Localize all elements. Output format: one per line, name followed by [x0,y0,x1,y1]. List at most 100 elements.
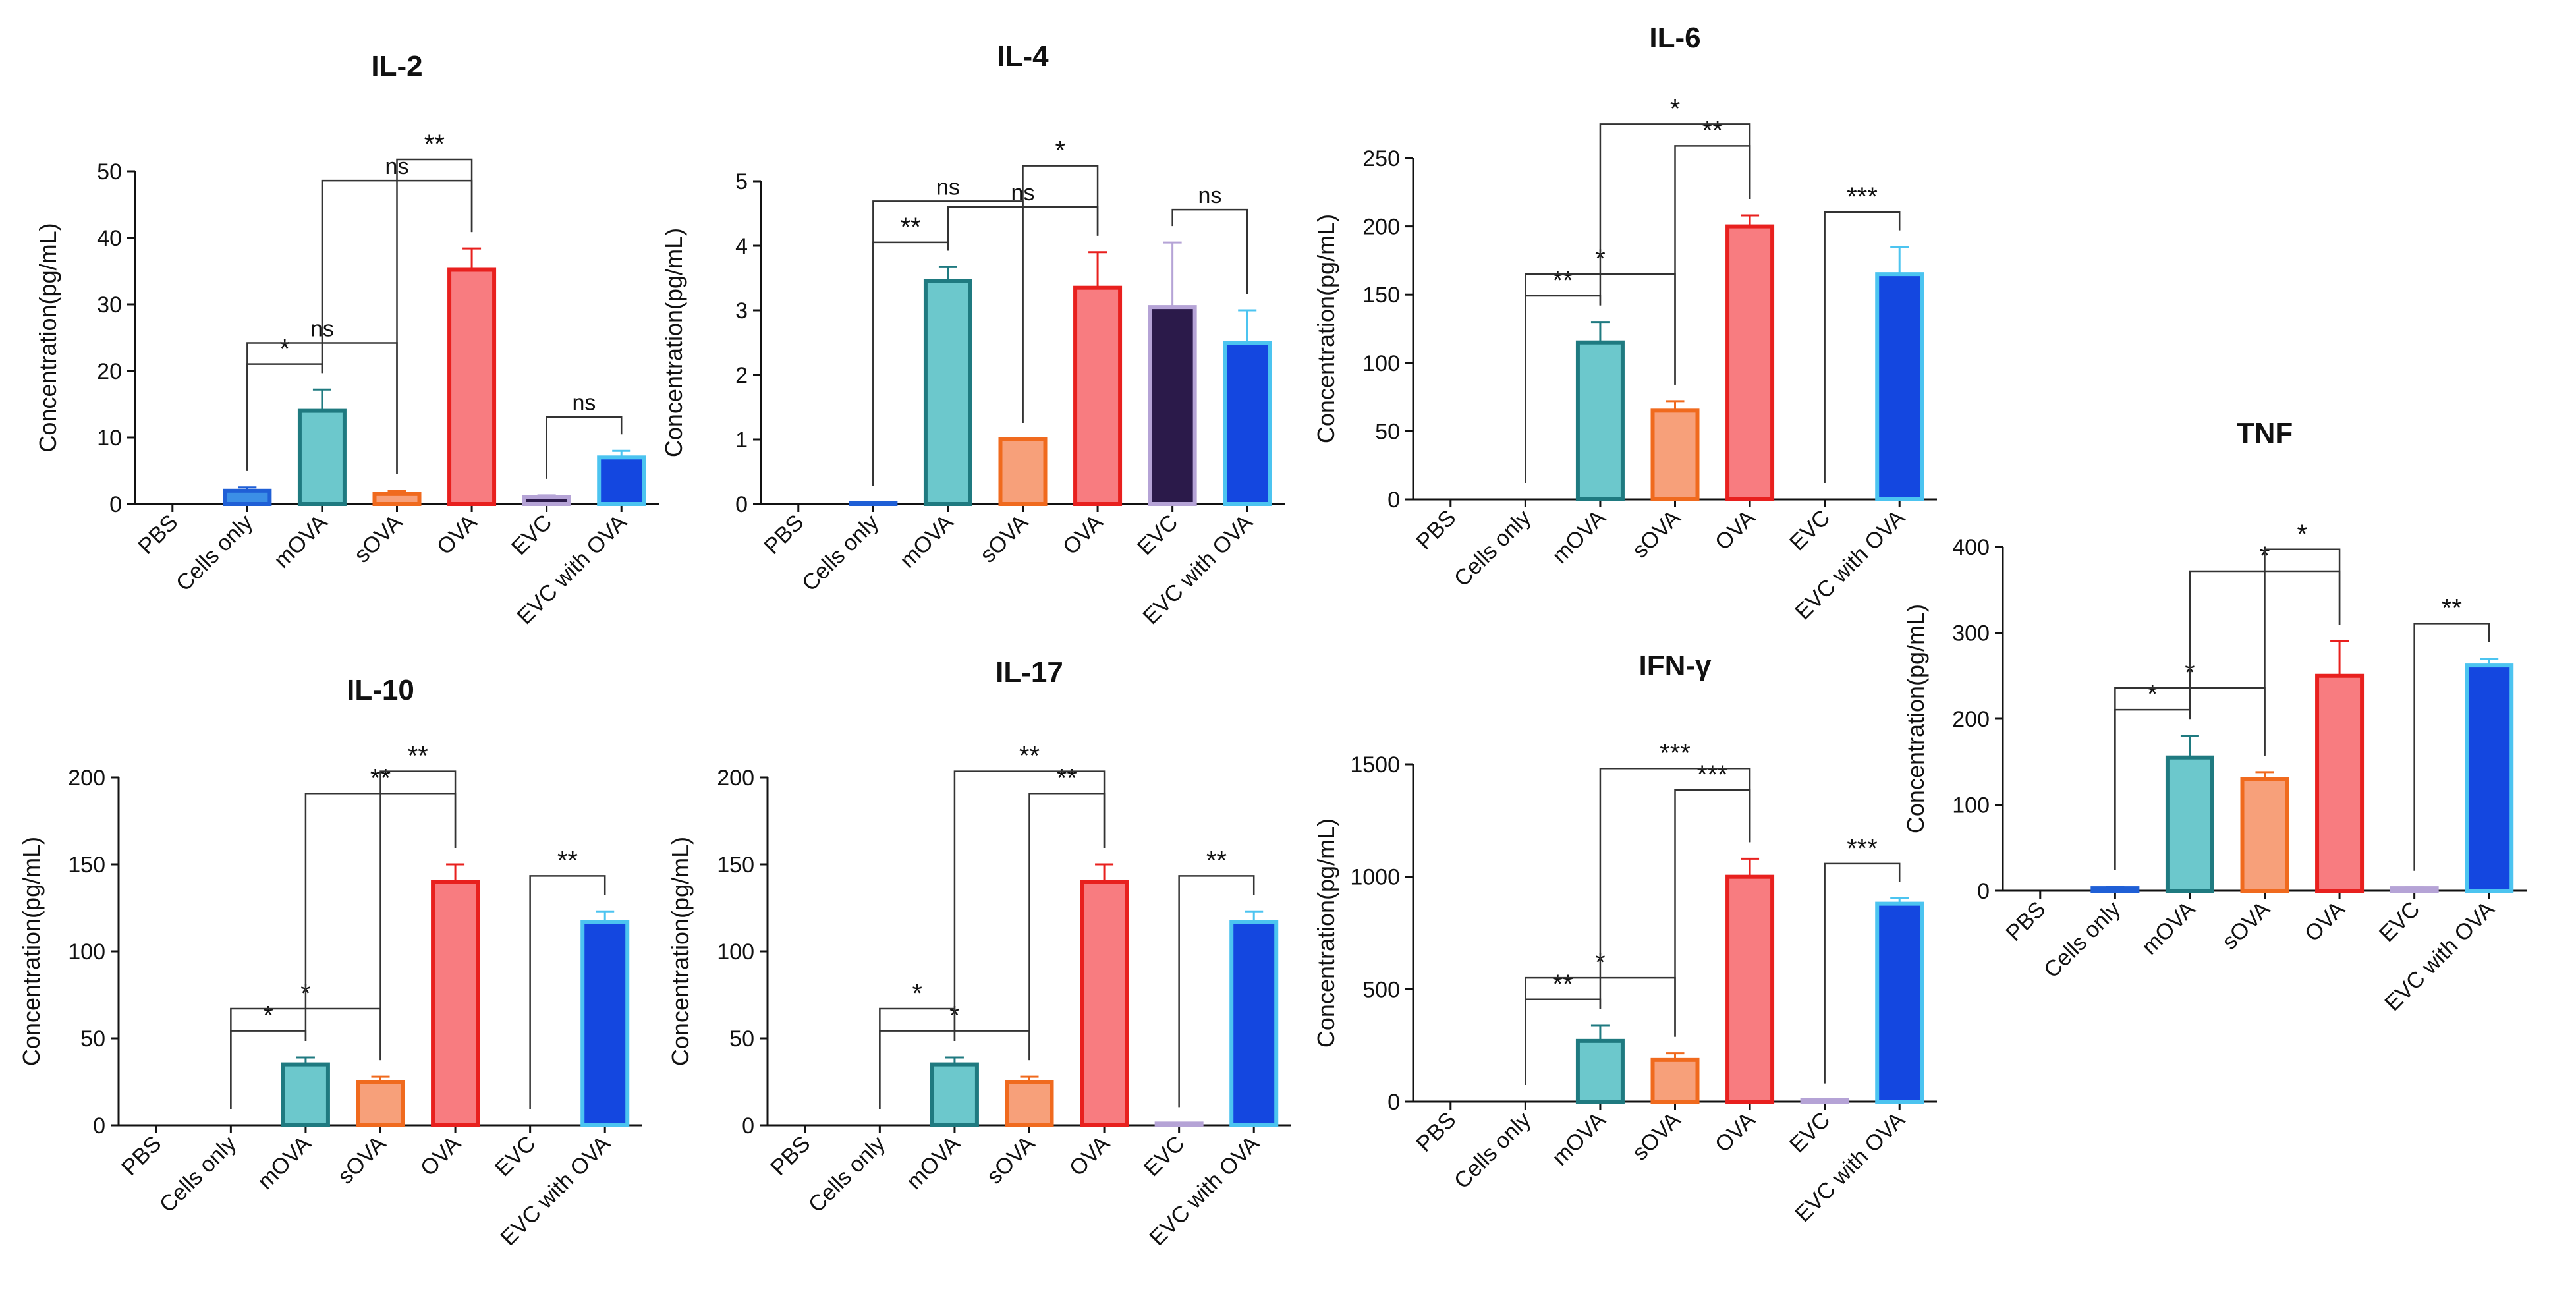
x-tick-label: Cells only [804,1131,890,1218]
bar-evc-with-ova [1875,272,1924,501]
bar-ova [1725,224,1775,501]
y-tick-label: 1 [735,428,748,453]
y-tick-label: 100 [717,940,754,965]
x-tick-label: OVA [432,510,482,560]
chart-ifng: IFN-γ Concentration(pg/mL) 0 500 1000 1500 PBS… [1312,650,1937,1227]
significance-bracket [1171,208,1248,294]
x-tick-label: PBS [2001,897,2050,946]
bar-mova [297,408,347,506]
x-tick-label: mOVA [895,510,959,573]
bar-evc [1148,305,1197,506]
y-tick-label: 1000 [1350,865,1400,890]
significance-bracket [529,875,606,1109]
y-tick-label: 200 [1952,707,1990,732]
chart-il17: IL-17 Concentration(pg/mL) 0 50 100 150 200 PBS… [667,656,1291,1251]
x-tick-label: PBS [1411,1108,1461,1157]
y-tick-label: 10 [97,426,122,451]
y-tick-label: 20 [97,359,122,384]
x-tick-label: OVA [416,1131,466,1181]
bar-evc [2390,886,2439,893]
y-tick-label: 200 [68,766,105,791]
significance-label: ns [1198,183,1221,208]
y-axis-label: Concentration(pg/mL) [18,837,45,1066]
x-tick-label: Cells only [155,1131,241,1218]
significance-label: *** [1660,739,1691,768]
significance-label: ** [1702,116,1723,145]
x-tick-label: sOVA [349,510,407,568]
significance-label: ** [1553,970,1573,999]
y-axis-label: Concentration(pg/mL) [34,223,61,452]
x-tick-label: EVC [1785,1108,1835,1158]
significance-bracket [1178,875,1255,1108]
x-tick-label: EVC [1785,505,1835,555]
significance-bracket [1824,211,1901,483]
chart-title: IL-4 [997,40,1049,72]
bar-sova [1650,408,1700,501]
chart-title: IL-6 [1649,22,1700,54]
significance-bracket [1599,123,1751,306]
y-axis-label: Concentration(pg/mL) [1902,604,1929,833]
x-tick-label: sOVA [982,1131,1040,1189]
chart-il6: IL-6 Concentration(pg/mL) 0 50 100 150 200 250 P… [1312,22,1937,625]
significance-bracket [2264,548,2341,756]
x-tick-label: OVA [1058,510,1108,560]
significance-bracket [396,158,473,474]
y-tick-label: 200 [1362,215,1400,240]
x-tick-label: EVC [507,510,557,560]
y-tick-label: 300 [1952,621,1990,646]
x-tick-label: EVC [1139,1131,1189,1181]
y-tick-label: 0 [93,1113,105,1139]
significance-bracket [1824,862,1901,1084]
x-tick-label: mOVA [1548,505,1611,569]
bar-evc-with-ova [1229,920,1279,1127]
bar-mova [930,1062,979,1127]
y-tick-label: 150 [1362,283,1400,308]
chart-il2: IL-2 Concentration(pg/mL) 0 10 20 30 40 50 PBSCe… [34,50,659,629]
chart-title: TNF [2237,417,2293,449]
x-tick-label: mOVA [902,1131,965,1195]
bar-ova [1725,874,1775,1104]
x-tick-label: PBS [133,510,182,559]
x-tick-label: EVC [490,1131,540,1181]
bar-mova [281,1062,330,1127]
x-tick-label: OVA [2300,897,2350,947]
bar-cells-only [223,488,272,506]
y-tick-label: 1500 [1350,752,1400,777]
chart-title: IFN-γ [1639,650,1712,682]
x-tick-label: PBS [1411,505,1461,555]
significance-label: * [2297,520,2307,549]
y-tick-label: 50 [1375,419,1400,444]
x-tick-label: mOVA [253,1131,316,1195]
x-tick-label: mOVA [269,510,333,573]
significance-label: ** [1553,266,1573,295]
significance-bracket [953,770,1106,1042]
y-tick-label: 2 [735,363,748,388]
y-tick-label: 50 [97,159,122,184]
x-tick-label: Cells only [1449,1108,1536,1194]
chart-tnf: TNF Concentration(pg/mL) 0 100 200 300 400 PBSC… [1902,417,2527,1016]
y-axis-label: Concentration(pg/mL) [667,837,694,1066]
x-tick-label: sOVA [333,1131,391,1189]
bar-evc-with-ova [1875,901,1924,1104]
significance-label: *** [1847,183,1878,211]
significance-bracket [379,770,457,1061]
significance-bracket [1599,768,1751,1009]
bar-ova [1073,285,1123,506]
significance-bracket [2413,623,2490,871]
x-tick-label: OVA [1710,505,1760,555]
x-tick-label: sOVA [1627,1108,1685,1166]
y-tick-label: 200 [717,766,754,791]
y-tick-label: 0 [1977,879,1990,904]
significance-label: * [2147,680,2158,709]
x-tick-label: sOVA [2217,897,2275,955]
significance-label: ** [557,846,578,875]
bar-sova [998,437,1048,506]
x-tick-label: sOVA [1627,505,1685,563]
bar-mova [1575,1038,1625,1104]
significance-label: *** [1697,760,1728,789]
significance-label: ** [1019,742,1040,771]
x-tick-label: mOVA [1548,1108,1611,1171]
y-tick-label: 100 [1952,793,1990,818]
y-tick-label: 500 [1362,977,1400,1002]
significance-label: * [912,979,922,1008]
